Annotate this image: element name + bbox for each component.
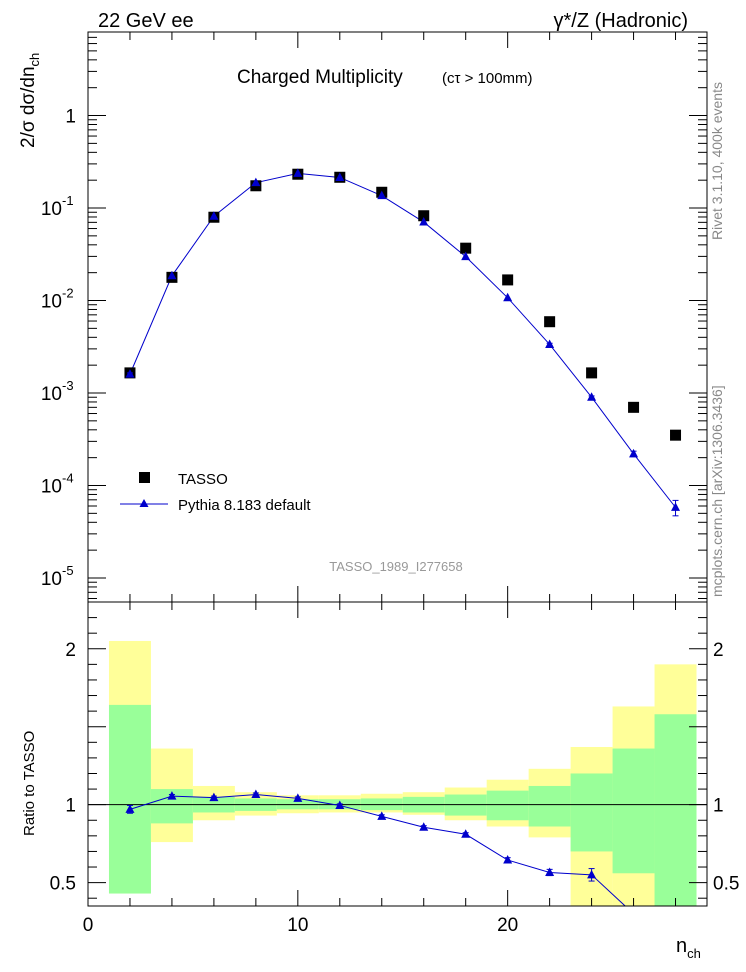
ratio-pythia-point <box>461 829 471 838</box>
ratio-pythia-point <box>167 791 177 800</box>
ratio-band-green <box>108 704 151 894</box>
pythia-point <box>377 190 387 200</box>
ratio-pythia-point <box>377 811 387 820</box>
main-axes: 10 -510 -410 -310 -210 -11 <box>41 31 707 602</box>
tasso-point <box>670 429 682 441</box>
ratio-pythia-point <box>503 855 513 864</box>
pythia-point <box>461 251 471 261</box>
tasso-point <box>502 274 514 286</box>
analysis-watermark: TASSO_1989_I277658 <box>329 559 462 574</box>
ratio-y-tick-label: 1 <box>65 796 76 817</box>
ratio-band-green <box>570 773 613 852</box>
x-tick-label: 20 <box>497 915 518 936</box>
ratio-pythia-point <box>209 792 219 802</box>
mcplots-label: mcplots.cern.ch [arXiv:1306.3436] <box>709 385 725 597</box>
ratio-band-green <box>612 748 655 874</box>
ratio-y-tick-label: 2 <box>65 640 76 661</box>
legend-marker-pythia <box>139 499 149 507</box>
pythia-point <box>335 172 345 181</box>
ratio-pythia-point <box>545 867 555 876</box>
main-frame <box>87 31 708 603</box>
legend-label-tasso: TASSO <box>178 471 228 488</box>
ratio-pythia-point <box>587 869 597 879</box>
ratio-pythia-point <box>251 789 261 799</box>
header-right: γ*/Z (Hadronic) <box>554 10 688 32</box>
tasso-point <box>544 316 556 328</box>
y-tick-label: 10 <box>41 569 62 590</box>
y-tick-label: 1 <box>65 107 76 128</box>
pythia-point <box>503 292 513 302</box>
pythia-line <box>129 172 676 508</box>
pythia-point <box>545 339 555 348</box>
header-left: 22 GeV ee <box>98 10 194 32</box>
x-axis-label: nch <box>676 935 701 961</box>
y-tick-label: 10 <box>41 476 62 497</box>
ratio-pythia-point <box>125 804 135 813</box>
main-series <box>124 168 682 517</box>
tasso-point <box>586 367 598 379</box>
ratio-frame <box>87 601 708 907</box>
chart-title: Charged Multiplicity <box>237 67 403 88</box>
ratio-axes: 0.5 0.51 12 20 10 20 <box>50 602 739 936</box>
ratio-pythia-point <box>293 793 303 802</box>
tasso-point <box>418 210 430 222</box>
ratio-series <box>125 789 626 907</box>
y-tick-label: 10 <box>41 292 62 313</box>
pythia-point <box>419 217 429 226</box>
ratio-y-axis-label: Ratio to TASSO <box>21 731 38 836</box>
ratio-y-tick-label: 2 <box>713 640 724 661</box>
x-tick-label: 0 <box>83 915 94 936</box>
ratio-y-tick-label: 0.5 <box>50 874 76 895</box>
y-tick-label: 10 <box>41 199 62 220</box>
tasso-point <box>628 401 640 413</box>
tasso-point <box>460 242 472 254</box>
ratio-pythia-point <box>419 822 429 831</box>
y-tick-label: 10 <box>41 384 62 405</box>
ratio-band-green <box>654 714 697 906</box>
pythia-point <box>251 177 261 187</box>
main-panel: 10 -510 -410 -310 -210 -11 Charged Multiplici… <box>18 31 708 603</box>
y-tick-label-exponent: -1 <box>62 193 74 208</box>
y-tick-label-exponent: -5 <box>62 563 74 578</box>
ratio-band-green <box>486 790 529 821</box>
ratio-y-tick-label: 1 <box>713 796 724 817</box>
pythia-point <box>167 270 177 280</box>
pythia-point <box>629 448 639 458</box>
ratio-pythia-point <box>335 800 345 809</box>
ratio-panel: 0.5 0.51 12 20 10 20 Ratio to TASSO <box>21 601 739 936</box>
x-tick-label: 10 <box>287 915 308 936</box>
y-axis-label: 2/σ dσ/dnch <box>18 53 42 148</box>
ratio-y-tick-label: 0.5 <box>713 874 739 895</box>
pythia-point <box>671 502 681 511</box>
legend-marker-tasso <box>139 472 150 483</box>
rivet-version-label: Rivet 3.1.10, 400k events <box>709 82 725 240</box>
ratio-band-green <box>528 785 571 827</box>
pythia-point <box>125 369 135 378</box>
chart-title-note: (cτ > 100mm) <box>442 70 533 87</box>
y-tick-label-exponent: -4 <box>62 470 74 485</box>
pythia-point <box>587 392 597 401</box>
y-tick-label-exponent: -2 <box>62 286 74 301</box>
legend: TASSO Pythia 8.183 default <box>120 471 311 514</box>
ratio-bands <box>108 640 697 906</box>
pythia-point <box>293 168 303 177</box>
legend-label-pythia: Pythia 8.183 default <box>178 497 311 514</box>
y-tick-label-exponent: -3 <box>62 378 74 393</box>
pythia-point <box>209 211 219 220</box>
